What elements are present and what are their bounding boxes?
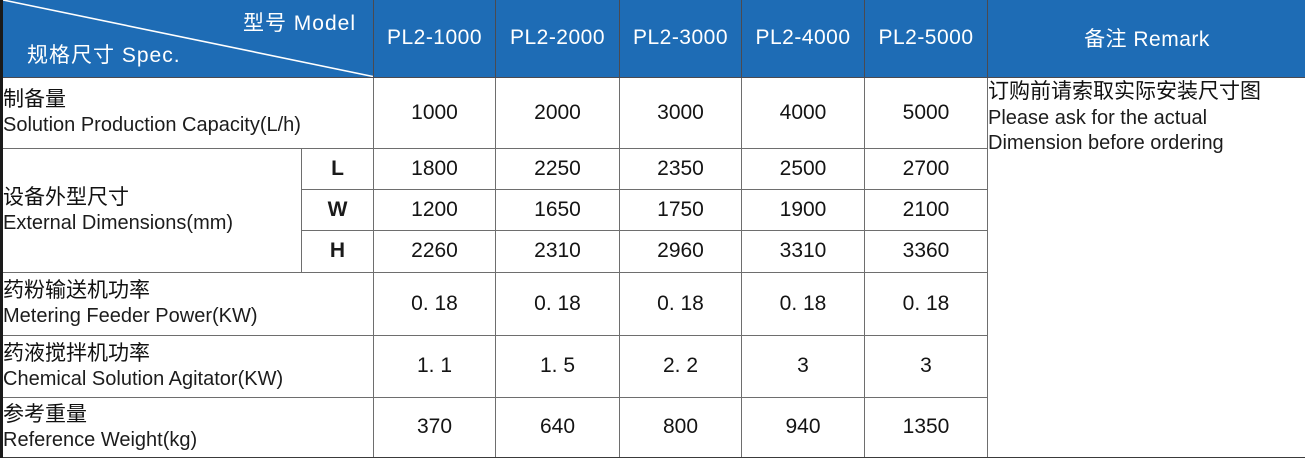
feeder-power-label-cell: 药粉输送机功率 Metering Feeder Power(KW) [1, 271, 374, 336]
model-header-pl2-5000: PL2-5000 [864, 0, 988, 78]
corner-spec-label: 规格尺寸 Spec. [27, 43, 181, 67]
feeder-power-value: 0. 18 [373, 271, 496, 336]
capacity-value: 4000 [741, 76, 865, 149]
capacity-value: 3000 [619, 76, 742, 149]
dimension-l-value: 2500 [741, 147, 865, 190]
row-capacity: 制备量 Solution Production Capacity(L/h) 10… [1, 76, 1305, 458]
agitator-power-value: 1. 1 [373, 334, 496, 398]
dimension-w-value: 1900 [741, 188, 865, 231]
agitator-power-label-en: Chemical Solution Agitator(KW) [3, 367, 284, 390]
dimensions-label-zh: 设备外型尺寸 [3, 185, 129, 209]
remark-note-zh: 订购前请索取实际安装尺寸图 [988, 79, 1262, 103]
capacity-value: 1000 [373, 76, 496, 149]
model-header-pl2-4000: PL2-4000 [741, 0, 865, 78]
feeder-power-value: 0. 18 [495, 271, 620, 336]
capacity-label-cell: 制备量 Solution Production Capacity(L/h) [1, 76, 374, 149]
feeder-power-value: 0. 18 [619, 271, 742, 336]
dimension-h-value: 2960 [619, 229, 742, 273]
feeder-power-label-en: Metering Feeder Power(KW) [3, 305, 258, 327]
agitator-power-value: 2. 2 [619, 334, 742, 398]
remark-note-en-line2: Dimension before ordering [988, 131, 1224, 154]
row-weight: 参考重量 Reference Weight(kg) 370 640 800 94… [1, 396, 1305, 458]
feeder-power-label-zh: 药粉输送机功率 [3, 279, 150, 302]
capacity-value: 2000 [495, 76, 620, 149]
diagonal-divider-line [3, 0, 373, 76]
dimension-w-value: 1750 [619, 188, 742, 231]
remark-note-cell: 订购前请索取实际安装尺寸图 Please ask for the actual … [987, 76, 1305, 458]
weight-value: 1350 [864, 396, 988, 458]
weight-label-cell: 参考重量 Reference Weight(kg) [1, 396, 374, 458]
model-header-pl2-2000: PL2-2000 [495, 0, 620, 78]
dimension-key-l: L [301, 147, 374, 190]
capacity-value: 5000 [864, 76, 988, 149]
remark-note-en-line1: Please ask for the actual [988, 106, 1208, 129]
feeder-power-value: 0. 18 [864, 271, 988, 336]
agitator-power-label-zh: 药液搅拌机功率 [3, 341, 150, 365]
capacity-label-en: Solution Production Capacity(L/h) [3, 114, 301, 136]
dimension-l-value: 1800 [373, 147, 496, 190]
agitator-power-label-cell: 药液搅拌机功率 Chemical Solution Agitator(KW) [1, 334, 374, 398]
dimension-w-value: 1650 [495, 188, 620, 231]
weight-label-zh: 参考重量 [3, 402, 87, 426]
model-header-pl2-3000: PL2-3000 [619, 0, 742, 78]
remark-header: 备注 Remark [987, 0, 1305, 78]
row-agitator-power: 药液搅拌机功率 Chemical Solution Agitator(KW) 1… [1, 334, 1305, 398]
weight-value: 940 [741, 396, 865, 458]
dimension-w-value: 2100 [864, 188, 988, 231]
row-dimension-w: W 1200 1650 1750 1900 2100 [2, 188, 1305, 231]
dimensions-label-cell: 设备外型尺寸 External Dimensions(mm) [1, 147, 302, 273]
weight-value: 800 [619, 396, 742, 458]
header-row: 型号 Model 规格尺寸 Spec. PL2-1000 PL2-2000 PL… [1, 0, 1305, 78]
dimension-key-h: H [301, 229, 374, 273]
corner-cell: 型号 Model 规格尺寸 Spec. [1, 0, 374, 78]
row-dimension-l: 设备外型尺寸 External Dimensions(mm) L 1800 22… [1, 147, 1305, 273]
weight-value: 640 [495, 396, 620, 458]
agitator-power-value: 1. 5 [495, 334, 620, 398]
weight-value: 370 [373, 396, 496, 458]
dimensions-label-en: External Dimensions(mm) [3, 211, 234, 234]
dimension-h-value: 3360 [864, 229, 988, 273]
dimension-w-value: 1200 [373, 188, 496, 231]
feeder-power-value: 0. 18 [741, 271, 865, 336]
row-dimension-h: H 2260 2310 2960 3310 3360 [2, 229, 1305, 273]
agitator-power-value: 3 [741, 334, 865, 398]
weight-label-en: Reference Weight(kg) [3, 428, 198, 451]
dimension-h-value: 3310 [741, 229, 865, 273]
dimension-h-value: 2310 [495, 229, 620, 273]
corner-model-label: 型号 Model [242, 12, 356, 35]
agitator-power-value: 3 [864, 334, 988, 398]
row-feeder-power: 药粉输送机功率 Metering Feeder Power(KW) 0. 18 … [1, 271, 1305, 336]
dimension-l-value: 2700 [864, 147, 988, 190]
capacity-label-zh: 制备量 [3, 88, 66, 111]
dimension-l-value: 2250 [495, 147, 620, 190]
dimension-h-value: 2260 [373, 229, 496, 273]
model-header-pl2-1000: PL2-1000 [373, 0, 496, 78]
dimension-l-value: 2350 [619, 147, 742, 190]
dimension-key-w: W [301, 188, 374, 231]
